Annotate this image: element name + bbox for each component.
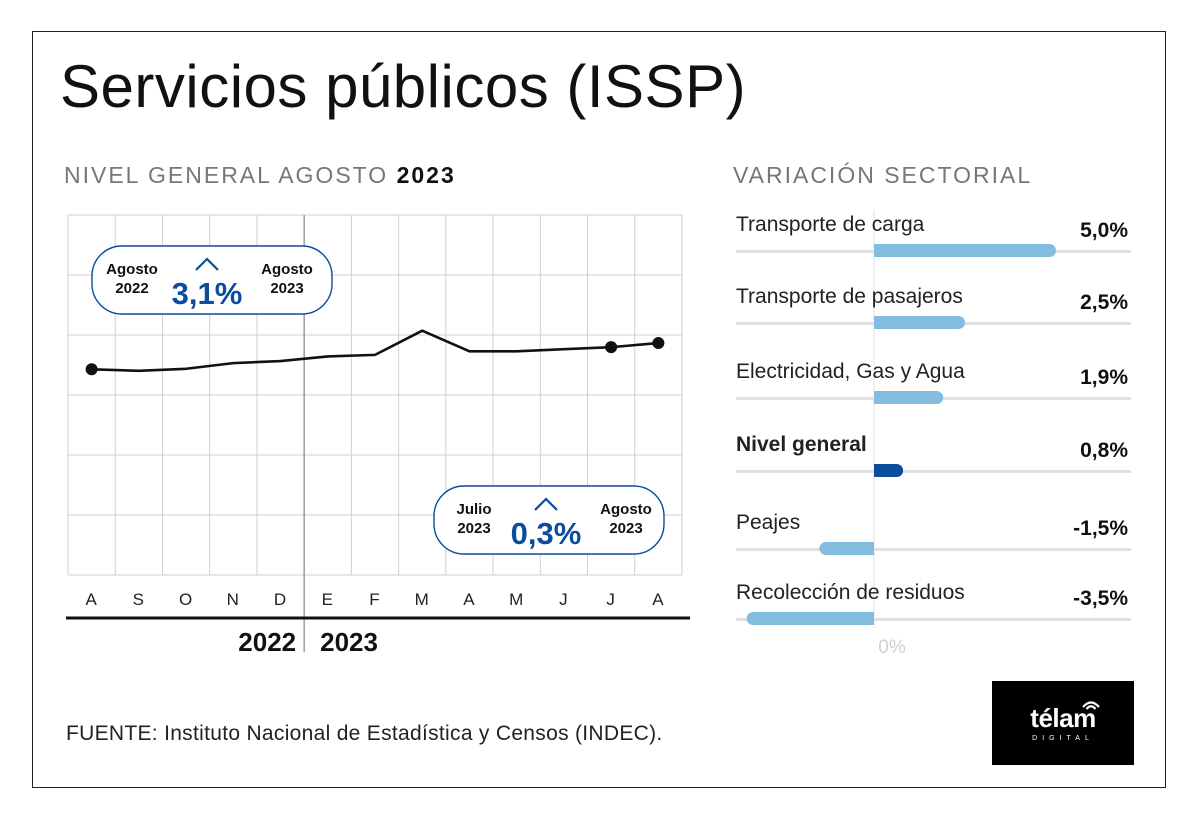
- line-chart-subtitle: NIVEL GENERAL AGOSTO 2023: [64, 162, 456, 189]
- page-title: Servicios públicos (ISSP): [60, 53, 747, 120]
- bar-value-label: -1,5%: [1073, 517, 1128, 540]
- bubble-from-label: Agosto: [106, 261, 158, 278]
- bar-chart-subtitle: VARIACIÓN SECTORIAL: [733, 162, 1033, 188]
- annotation-bubble: Julio 2023 Agosto 2023 0,3%: [433, 485, 665, 555]
- bubble-change-value: 3,1%: [172, 276, 243, 311]
- bubble-from-label: 2022: [115, 280, 148, 297]
- bar-value-label: 0,8%: [1080, 439, 1128, 462]
- bubble-from-label: Julio: [456, 501, 491, 518]
- bar-track: [736, 618, 1131, 621]
- bar-category-label: Electricidad, Gas y Agua: [736, 360, 965, 383]
- bubble-to-label: 2023: [270, 280, 303, 297]
- caret-up-icon: [534, 497, 558, 511]
- x-tick-label: J: [606, 590, 616, 609]
- bar-value-label: 2,5%: [1080, 291, 1128, 314]
- bubble-change-value: 0,3%: [511, 516, 582, 551]
- bubble-from-label: 2023: [457, 520, 490, 537]
- bar-value-label: 5,0%: [1080, 219, 1128, 242]
- data-point: [605, 341, 618, 354]
- zero-axis-label: 0%: [878, 637, 906, 658]
- bar-value-label: 1,9%: [1080, 366, 1128, 389]
- bar: [874, 464, 904, 477]
- bar: [819, 542, 874, 555]
- logo-wordmark: télam: [1030, 703, 1096, 733]
- telam-logo: télam DIGITAL: [992, 681, 1134, 765]
- series-line: [91, 329, 659, 373]
- bar-category-label: Transporte de pasajeros: [736, 285, 963, 308]
- bar-track: [736, 470, 1131, 473]
- line-chart-subtitle-text: NIVEL GENERAL AGOSTO: [64, 162, 389, 188]
- x-tick-label: A: [85, 590, 97, 609]
- bar: [746, 612, 874, 625]
- year-label-2022: 2022: [238, 627, 296, 657]
- x-tick-label: M: [415, 590, 430, 609]
- bubble-outline: [91, 245, 333, 315]
- bubble-to-label: 2023: [609, 520, 642, 537]
- x-tick-label: E: [322, 590, 334, 609]
- x-tick-label: M: [509, 590, 524, 609]
- x-tick-label: N: [227, 590, 240, 609]
- data-point: [85, 363, 98, 376]
- bubble-to-label: Agosto: [261, 261, 313, 278]
- x-tick-label: A: [463, 590, 475, 609]
- bar-value-label: -3,5%: [1073, 587, 1128, 610]
- x-tick-label: S: [133, 590, 145, 609]
- bar-category-label: Transporte de carga: [736, 213, 925, 236]
- x-tick-label: O: [179, 590, 193, 609]
- logo-subtext: DIGITAL: [1032, 735, 1094, 742]
- caret-up-icon: [195, 257, 219, 271]
- x-tick-label: F: [369, 590, 380, 609]
- x-tick-label: D: [274, 590, 287, 609]
- bubble-outline: [433, 485, 665, 555]
- line-chart-subtitle-year: 2023: [396, 162, 456, 188]
- bar-track: [736, 548, 1131, 551]
- annotation-bubble: Agosto 2022 Agosto 2023 3,1%: [91, 245, 333, 315]
- x-tick-label: J: [559, 590, 569, 609]
- wifi-icon: [1082, 701, 1100, 710]
- bar-category-label: Nivel general: [736, 433, 867, 456]
- bubble-to-label: Agosto: [600, 501, 652, 518]
- bar: [874, 244, 1056, 257]
- data-point: [652, 337, 665, 350]
- bar-category-label: Recolección de residuos: [736, 581, 965, 604]
- bar: [874, 391, 944, 404]
- source-note: FUENTE: Instituto Nacional de Estadístic…: [66, 722, 663, 745]
- x-tick-label: A: [652, 590, 664, 609]
- year-label-2023: 2023: [320, 627, 378, 657]
- infographic-frame: [32, 31, 1166, 788]
- bar-category-label: Peajes: [736, 511, 800, 534]
- bar: [874, 316, 966, 329]
